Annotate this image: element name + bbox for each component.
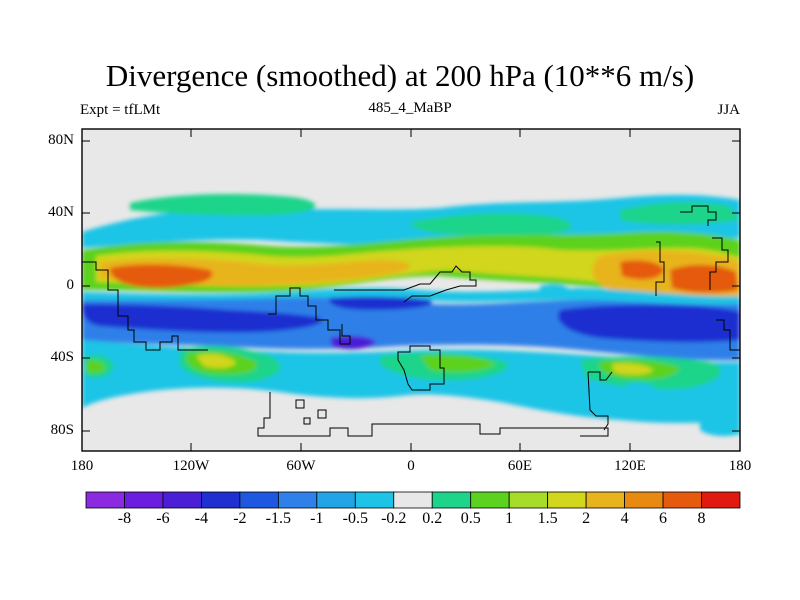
- lon-label-120e: 120E: [614, 458, 646, 474]
- field-strong-convergence-east: [558, 304, 740, 343]
- colorbar-swatch: [316, 491, 356, 509]
- colorbar-label: 8: [697, 510, 706, 527]
- lon-label-180w: 180: [70, 458, 94, 474]
- coastline-africa-west: [268, 287, 351, 345]
- field-north-green-blob-2: [410, 213, 572, 237]
- map-title: Divergence (smoothed) at 200 hPa (10**6 …: [105, 58, 695, 93]
- field-south-positive-far-west: [86, 360, 106, 374]
- lon-label-0: 0: [407, 458, 415, 474]
- field-south-cyan-island-1: [626, 382, 660, 405]
- lon-label-180e: 180: [728, 458, 752, 474]
- coastline-oceania: [716, 319, 740, 351]
- field-south-yellow-east: [612, 363, 654, 375]
- field-south-cyan-island-3: [540, 284, 570, 295]
- colorbar-label: 2: [582, 510, 591, 527]
- colorbar-label: -4: [194, 510, 209, 527]
- field-strong-convergence-west: [82, 304, 322, 333]
- colorbar-swatch: [508, 491, 549, 509]
- colorbar-label: -0.5: [342, 510, 368, 527]
- field-south-positive-central: [420, 355, 496, 372]
- field-south-cyan-island-2: [700, 416, 740, 437]
- field-north-green-blob-1: [130, 194, 316, 216]
- colorbar-label: -1: [310, 510, 324, 527]
- colorbar-label: 6: [659, 510, 668, 527]
- colorbar-label: -2: [233, 510, 247, 527]
- axis-ticks: [81, 129, 741, 451]
- colorbar-label: 1.5: [537, 510, 558, 527]
- colorbar-swatch: [585, 491, 625, 509]
- field-max-east-2: [670, 264, 738, 293]
- field-max-west: [110, 264, 213, 288]
- lon-label-60e: 60E: [507, 458, 533, 474]
- colorbar-swatch: [662, 491, 702, 509]
- colorbar-label: -8: [117, 510, 132, 527]
- lat-label-80s: 80S: [50, 422, 74, 438]
- field-north-green-blob-3: [620, 201, 740, 225]
- field-convergence-core-2: [330, 335, 376, 350]
- run-label: 485_4_MaBP: [368, 100, 452, 116]
- coastline-antarctica: [257, 392, 609, 437]
- field-south-yellow-west: [196, 354, 236, 369]
- colorbar-label: -0.2: [381, 510, 407, 527]
- colorbar-label: 4: [620, 510, 629, 527]
- divergence-field: [82, 194, 740, 437]
- coastline-americas: [82, 261, 208, 351]
- colorbar-label: 1: [505, 510, 514, 527]
- colorbar-swatch: [162, 491, 202, 509]
- colorbar-label: -6: [156, 510, 170, 527]
- colorbar-swatch: [239, 491, 279, 509]
- lat-label-40n: 40N: [48, 204, 74, 220]
- colorbar-swatch: [124, 491, 164, 509]
- colorbar-label: -1.5: [265, 510, 291, 527]
- coastline-maritime: [587, 371, 613, 431]
- coastline-east-asia: [655, 205, 729, 296]
- coastline-islands: [295, 399, 327, 425]
- coastlines: [82, 205, 740, 437]
- coastline-africa: [397, 345, 445, 391]
- colorbar-swatch: [201, 491, 241, 509]
- colorbar-swatch: [85, 491, 125, 509]
- colorbar-swatch: [354, 491, 395, 509]
- colorbar-swatch: [624, 491, 664, 509]
- colorbar-label: 0.5: [460, 510, 481, 527]
- lat-label-80n: 80N: [48, 132, 74, 148]
- coastline-eurasia: [334, 265, 477, 303]
- season-label: JJA: [717, 102, 740, 118]
- colorbar-swatch: [547, 491, 587, 509]
- colorbar-swatch: [470, 491, 510, 509]
- field-max-east-1: [620, 260, 664, 280]
- colorbar-swatch: [393, 491, 433, 509]
- colorbar-swatch: [277, 491, 318, 509]
- colorbar-label: 0.2: [422, 510, 443, 527]
- colorbar-swatch: [431, 491, 472, 509]
- experiment-label: Expt = tfLMt: [80, 102, 161, 118]
- colorbar: [85, 491, 741, 509]
- colorbar-swatch: [701, 491, 741, 509]
- lat-label-0: 0: [66, 277, 75, 293]
- lon-label-60w: 60W: [286, 458, 316, 474]
- lon-label-120w: 120W: [172, 458, 210, 474]
- lat-label-40s: 40S: [50, 349, 74, 365]
